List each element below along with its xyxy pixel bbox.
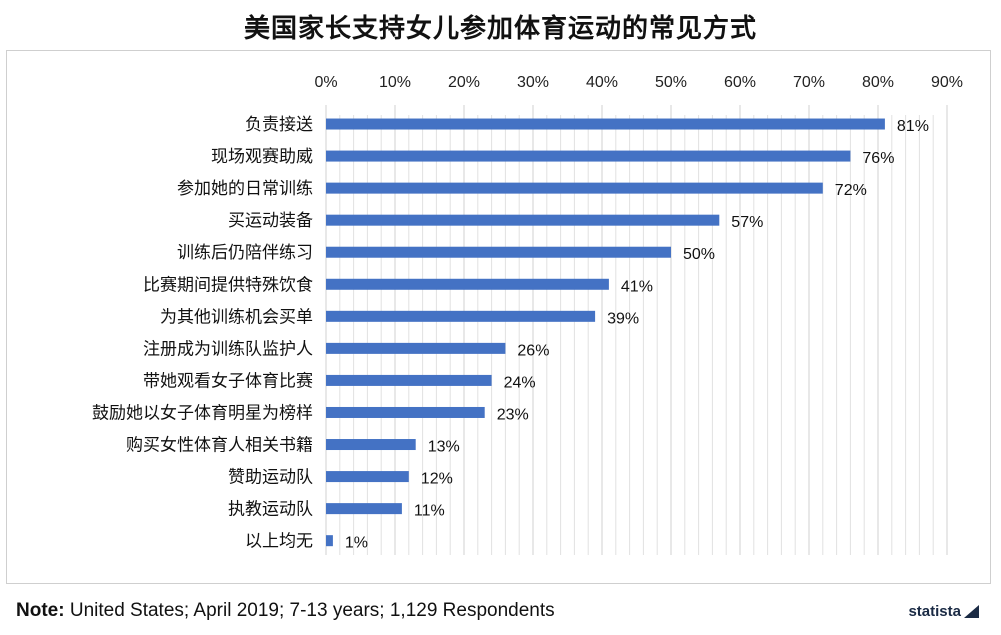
grid-lines xyxy=(325,105,948,555)
bar xyxy=(326,118,885,130)
data-label: 57% xyxy=(731,214,763,231)
note-label: Note: xyxy=(16,600,65,621)
x-tick-label: 90% xyxy=(931,74,963,91)
x-tick-label: 10% xyxy=(379,74,411,91)
bar xyxy=(326,278,609,290)
bar xyxy=(326,214,720,226)
data-label: 76% xyxy=(862,150,894,167)
category-label: 参加她的日常训练 xyxy=(177,179,313,199)
bar xyxy=(326,406,485,418)
data-label: 23% xyxy=(497,406,529,423)
x-tick-label: 0% xyxy=(314,74,337,91)
category-label: 比赛期间提供特殊饮食 xyxy=(143,274,313,295)
x-tick-label: 60% xyxy=(724,74,756,91)
category-label: 购买女性体育人相关书籍 xyxy=(126,436,313,456)
x-tick-label: 20% xyxy=(448,74,480,91)
brand-name: statista xyxy=(908,603,961,620)
statista-logo: statista xyxy=(908,603,979,620)
data-label: 1% xyxy=(345,535,368,552)
category-label: 为其他训练机会买单 xyxy=(160,307,313,327)
bar-chart: 0% 10% 20% 30% 40% 50% 60% 70% 80% 90% 负责接送现场观赛助威… xyxy=(92,74,963,555)
data-label: 72% xyxy=(835,182,867,199)
bar xyxy=(326,342,506,354)
chart-title: 美国家长支持女儿参加体育运动的常见方式 xyxy=(243,14,757,44)
category-label: 现场观赛助威 xyxy=(211,146,313,167)
bar xyxy=(326,503,402,515)
x-tick-label: 80% xyxy=(862,74,894,91)
note-text: United States; April 2019; 7-13 years; 1… xyxy=(64,600,555,621)
bar xyxy=(326,471,409,483)
data-label: 50% xyxy=(683,246,715,263)
category-label: 带她观看女子体育比赛 xyxy=(143,370,313,391)
data-label: 41% xyxy=(621,278,653,295)
category-label: 负责接送 xyxy=(245,115,313,135)
bar xyxy=(326,182,823,194)
brand-mark-icon xyxy=(964,605,979,618)
category-label: 买运动装备 xyxy=(228,211,313,231)
category-label: 注册成为训练队监护人 xyxy=(143,339,313,359)
x-tick-label: 70% xyxy=(793,74,825,91)
data-label: 24% xyxy=(504,374,536,391)
x-axis-ticks: 0% 10% 20% 30% 40% 50% 60% 70% 80% 90% xyxy=(314,74,963,91)
category-labels: 负责接送现场观赛助威参加她的日常训练买运动装备训练后仍陪伴练习比赛期间提供特殊饮… xyxy=(92,115,313,552)
data-label: 26% xyxy=(517,342,549,359)
category-label: 鼓励她以女子体育明星为榜样 xyxy=(92,403,313,423)
bar xyxy=(326,150,851,162)
data-label: 12% xyxy=(421,471,453,488)
value-labels: 81%76% 72% 57% 50% 41% 39% 26% 24% 23% 13% 12% 11% 1… xyxy=(345,118,929,552)
x-tick-label: 40% xyxy=(586,74,618,91)
data-label: 81% xyxy=(897,118,929,135)
data-label: 13% xyxy=(428,439,460,456)
category-label: 训练后仍陪伴练习 xyxy=(177,243,313,263)
bar xyxy=(326,310,596,322)
bar xyxy=(326,246,671,258)
bar xyxy=(326,439,416,451)
x-tick-label: 30% xyxy=(517,74,549,91)
x-tick-label: 50% xyxy=(655,74,687,91)
data-label: 39% xyxy=(607,310,639,327)
footnote: Note: United States; April 2019; 7-13 ye… xyxy=(16,600,555,622)
category-label: 执教运动队 xyxy=(228,500,313,520)
data-label: 11% xyxy=(414,503,445,520)
bars xyxy=(326,118,885,547)
bar xyxy=(326,535,333,547)
category-label: 以上均无 xyxy=(245,532,313,552)
bar xyxy=(326,374,492,386)
category-label: 赞助运动队 xyxy=(228,468,313,488)
